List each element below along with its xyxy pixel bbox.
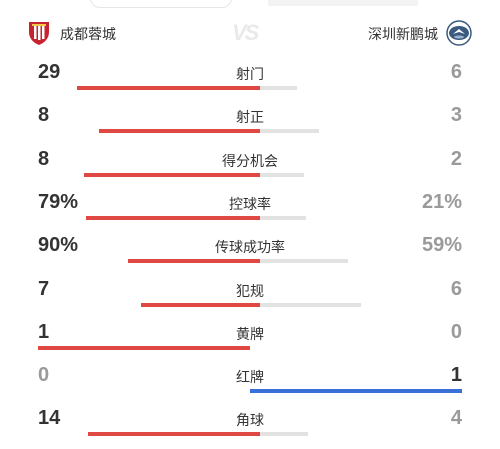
away-share-bar — [260, 215, 306, 220]
chengdu-rongcheng-crest-icon — [29, 22, 49, 45]
stat-row: 8 得分机会 2 — [0, 147, 500, 190]
stat-label: 犯规 — [236, 282, 264, 299]
home-stat-value: 8 — [38, 104, 50, 127]
stat-row: 8 射正 3 — [0, 103, 500, 146]
home-share-bar — [99, 129, 260, 134]
tab-indicator-right[interactable] — [268, 0, 418, 6]
away-stat-value: 2 — [450, 147, 462, 170]
home-share-bar — [38, 345, 250, 350]
home-team-name: 成都蓉城 — [60, 26, 116, 42]
shenzhen-peng-city-crest-icon — [446, 20, 472, 46]
home-stat-value: 14 — [38, 407, 61, 430]
stat-label: 传球成功率 — [215, 239, 285, 256]
stat-row: 0 红牌 1 — [0, 363, 500, 406]
tab-indicator-left[interactable] — [90, 0, 232, 8]
away-stat-value: 0 — [450, 320, 462, 343]
stat-label: 红牌 — [236, 369, 264, 386]
stat-label: 得分机会 — [222, 152, 278, 169]
away-stat-value: 4 — [450, 407, 462, 430]
match-header: 成都蓉城 VS 深圳新鹏城 — [0, 18, 500, 48]
top-tab-strip — [0, 0, 500, 8]
away-share-bar — [260, 302, 361, 307]
stat-label: 黄牌 — [236, 325, 264, 342]
home-stat-value: 1 — [38, 320, 50, 343]
home-share-bar — [128, 259, 260, 264]
away-share-bar — [260, 129, 319, 134]
home-share-bar — [141, 302, 260, 307]
home-stat-value: 8 — [38, 147, 50, 170]
away-share-bar — [250, 389, 462, 394]
home-stat-value: 90% — [38, 234, 79, 257]
home-stat-value: 7 — [38, 277, 50, 300]
home-share-bar — [86, 215, 260, 220]
away-team-name: 深圳新鹏城 — [368, 26, 438, 42]
stat-label: 射正 — [236, 109, 264, 126]
home-share-bar — [77, 86, 260, 90]
stat-row: 7 犯规 6 — [0, 277, 500, 320]
stat-row: 14 角球 4 — [0, 406, 500, 449]
stat-row: 79% 控球率 21% — [0, 190, 500, 233]
stat-row: 29 射门 6 — [0, 60, 500, 103]
away-stat-value: 3 — [450, 104, 462, 127]
home-share-bar — [84, 172, 260, 177]
stat-row: 1 黄牌 0 — [0, 320, 500, 363]
away-share-bar — [260, 259, 348, 264]
away-stat-value: 21% — [421, 190, 462, 213]
away-stat-value: 59% — [421, 234, 462, 257]
stat-row: 90% 传球成功率 59% — [0, 233, 500, 276]
stat-label: 角球 — [236, 412, 264, 429]
home-stat-value: 0 — [38, 364, 50, 387]
home-share-bar — [88, 432, 260, 437]
away-stat-value: 6 — [450, 277, 462, 300]
home-stat-value: 29 — [38, 61, 61, 83]
stat-label: 射门 — [236, 66, 264, 82]
away-stat-value: 1 — [450, 364, 462, 387]
vs-mark: VS — [232, 20, 259, 45]
away-stat-value: 6 — [450, 61, 462, 83]
stat-label: 控球率 — [229, 195, 271, 212]
away-share-bar — [260, 432, 308, 437]
away-share-bar — [260, 86, 297, 90]
away-share-bar — [260, 172, 304, 177]
home-stat-value: 79% — [38, 190, 79, 213]
